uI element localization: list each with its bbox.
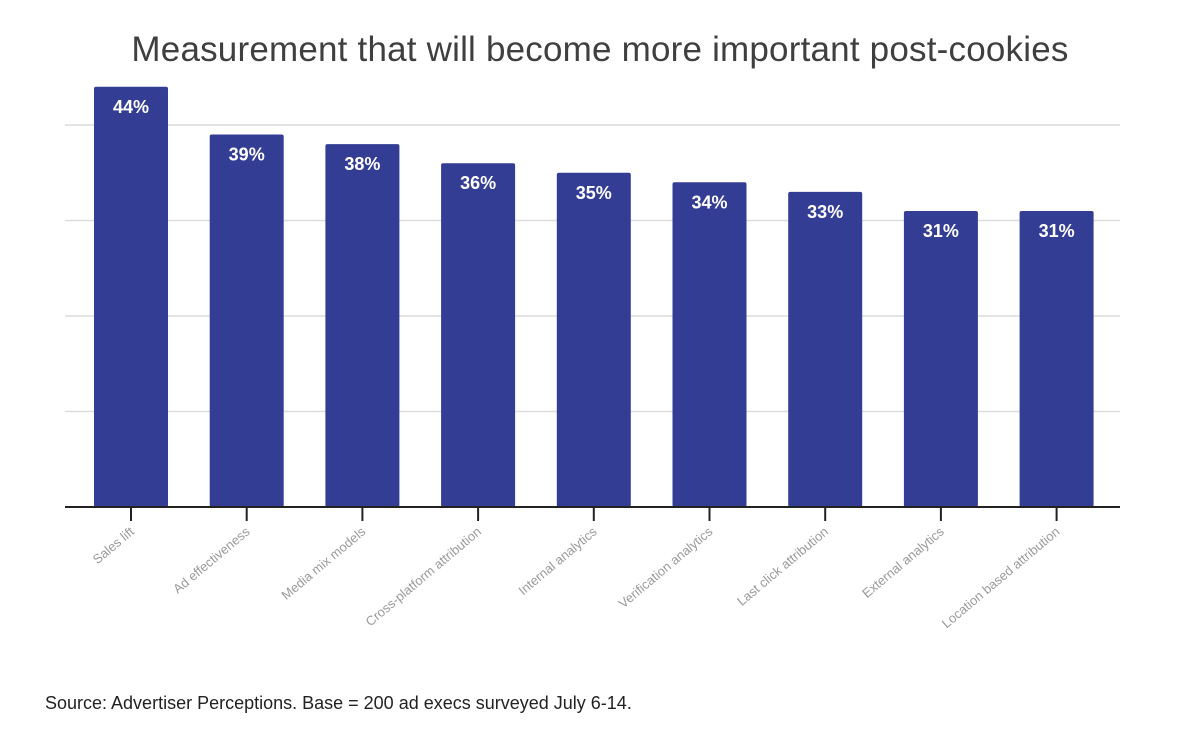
x-axis xyxy=(65,506,1120,521)
data-label: 44% xyxy=(113,97,149,117)
data-label: 36% xyxy=(460,173,496,193)
bar xyxy=(209,134,284,508)
bar xyxy=(1019,210,1094,507)
bars: 44% 39% 38% 36% 35% 34% 33% 31% 31% xyxy=(94,86,1094,508)
bar xyxy=(325,144,400,507)
category-label: External analytics xyxy=(859,523,947,600)
category-label: Location based attribution xyxy=(939,524,1063,631)
source-note: Source: Advertiser Perceptions. Base = 2… xyxy=(45,693,632,713)
data-label: 39% xyxy=(229,145,265,165)
data-label: 38% xyxy=(344,154,380,174)
category-label: Cross-platform attribution xyxy=(363,524,484,629)
bar xyxy=(903,210,978,507)
category-labels: Sales lift Ad effectiveness Media mix mode… xyxy=(90,523,1063,631)
bar xyxy=(788,191,863,507)
chart-title: Measurement that will become more import… xyxy=(131,30,1069,69)
data-label: 31% xyxy=(1039,221,1075,241)
data-label: 33% xyxy=(807,202,843,222)
data-label: 31% xyxy=(923,221,959,241)
bar xyxy=(672,182,747,508)
category-label: Ad effectiveness xyxy=(170,523,253,596)
category-label: Verification analytics xyxy=(616,523,716,611)
bar xyxy=(556,172,631,507)
category-label: Last click attribution xyxy=(734,524,831,609)
category-label: Sales lift xyxy=(90,524,138,567)
category-label: Internal analytics xyxy=(515,523,600,598)
bar xyxy=(441,163,516,507)
bar xyxy=(94,86,168,508)
data-label: 34% xyxy=(691,192,727,212)
category-label: Media mix models xyxy=(278,523,368,602)
data-label: 35% xyxy=(576,183,612,203)
